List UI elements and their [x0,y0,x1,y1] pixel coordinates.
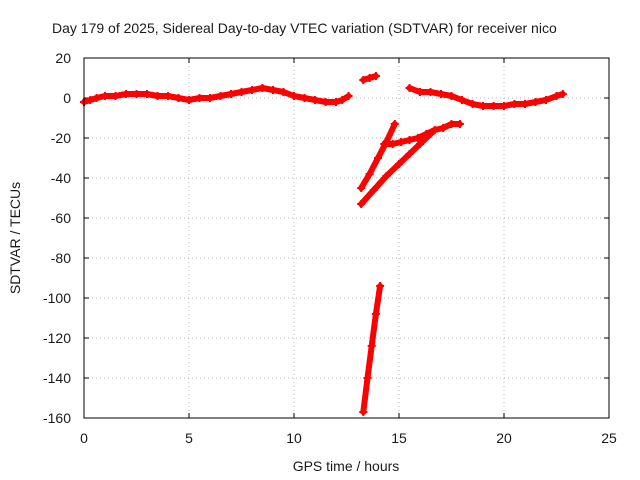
x-tick-label: 25 [601,430,617,446]
y-tick-label: -40 [51,170,71,186]
data-trace-segment [372,283,384,317]
y-axis-label: SDTVAR / TECUs [7,182,23,294]
y-tick-labels: 20 0 -20 -40 -60 -80 -100 -120 -140 -160 [43,50,71,426]
data-series [359,282,385,416]
data-trace-segment [383,121,398,145]
y-tick-label: -80 [51,250,71,266]
data-trace-segment [364,343,375,381]
x-tick-label: 15 [391,430,407,446]
x-tick-label: 5 [185,430,193,446]
data-point [558,90,567,98]
data-trace-segment [360,375,371,415]
y-tick-label: 20 [55,50,71,66]
x-tick-label: 20 [496,430,512,446]
grid-lines [84,58,609,418]
data-trace-segment [366,155,381,177]
data-point [390,120,399,128]
data-point [371,72,380,80]
chart-title: Day 179 of 2025, Sidereal Day-to-day VTE… [52,20,557,36]
data-trace-segment [370,173,390,193]
data-point [376,282,385,290]
y-tick-label: -160 [43,410,71,426]
data-series [357,130,435,208]
data-trace-segment [368,311,379,349]
y-tick-label: -60 [51,210,71,226]
y-tick-label: -140 [43,370,71,386]
data-point [455,120,464,128]
data-point [344,92,353,100]
axis-ticks [83,57,610,419]
data-trace-segment [417,131,434,147]
data-point [426,130,435,138]
data-points [80,72,567,416]
y-tick-label: 0 [63,90,71,106]
data-series [357,120,399,192]
x-tick-labels: 0 5 10 15 20 25 [80,430,617,446]
x-tick-label: 0 [80,430,88,446]
y-tick-label: -120 [43,330,71,346]
data-series [80,84,353,106]
plot-frame [83,57,610,419]
data-series [359,72,380,84]
y-tick-label: -20 [51,130,71,146]
x-axis-label: GPS time / hours [293,458,400,474]
data-series [405,84,567,110]
y-tick-label: -100 [43,290,71,306]
x-tick-label: 10 [286,430,302,446]
data-trace-segment [358,187,377,207]
